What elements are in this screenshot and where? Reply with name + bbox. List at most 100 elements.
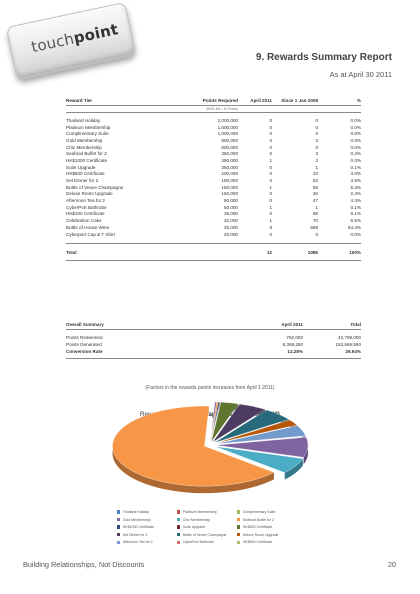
reward-name: Thailand Holiday xyxy=(66,117,101,123)
logo-text-light: touch xyxy=(29,29,76,57)
since-count: 0 xyxy=(315,131,318,137)
summary-row-generated: Points Generated 6,369,250 162,566,590 xyxy=(66,341,361,348)
april-count: 0 xyxy=(269,171,272,177)
points-required: 20,000 xyxy=(223,231,238,237)
since-count: 0 xyxy=(315,231,318,237)
legend-label: Chic Membership xyxy=(182,517,211,522)
summary-row-label: Points Redeemed xyxy=(66,335,103,340)
percent: 0.1% xyxy=(350,204,361,210)
pie-slice xyxy=(215,437,309,458)
legend-swatch xyxy=(237,533,241,537)
points-required: 600,000 xyxy=(221,144,238,150)
april-count: 0 xyxy=(269,211,272,217)
points-required: 2,000,000 xyxy=(217,117,238,123)
legend-swatch xyxy=(177,517,181,522)
legend-label: Platinum Membership xyxy=(182,510,217,514)
header-divider xyxy=(66,105,361,106)
total-label: Total xyxy=(66,249,77,255)
legend-label: Suite Upgrade xyxy=(182,525,206,530)
chart-legend: Thailand Holiday Platinum Membership Compl… xyxy=(117,510,297,544)
april-count: 8 xyxy=(269,224,272,230)
since-count: 3 xyxy=(315,157,318,163)
percent: 3.0% xyxy=(350,171,361,177)
table-row: Celebration Cake 32,000 1 70 6.5% xyxy=(66,217,361,224)
reward-name: HK$500 Certificate xyxy=(66,171,105,177)
table-row: Seafood Buffet for 2 350,000 0 3 0.3% xyxy=(66,150,361,157)
table-row: CyberPort Bathrobe 50,000 1 1 0.1% xyxy=(66,204,361,211)
percent: 0.0% xyxy=(350,144,361,150)
total-bottom-divider xyxy=(66,260,361,262)
legend-swatch xyxy=(177,510,181,514)
legend-item: HK$500 Certificate xyxy=(237,540,297,544)
legend-label: HK$500 Certificate xyxy=(242,540,273,545)
col-header-pct: % xyxy=(356,98,361,103)
percent: 4.3% xyxy=(350,198,361,204)
reward-name: Bottle of House Wine xyxy=(66,224,110,230)
since-count: 33 xyxy=(312,171,318,177)
col-header-april: April 2011 xyxy=(250,98,272,103)
summary-header-total: Total xyxy=(350,321,361,327)
since-count: 70 xyxy=(312,218,318,224)
legend-swatch xyxy=(117,517,121,522)
pie-slice xyxy=(215,436,307,445)
summary-header-row: Overall Summary April 2011 Total xyxy=(66,319,361,329)
legend-label: HK$500 Certificate xyxy=(242,525,273,530)
summary-row-label: Points Generated xyxy=(66,342,102,347)
april-count: 1 xyxy=(269,204,272,210)
legend-label: Thailand Holiday xyxy=(122,510,149,514)
table-row: Cyberport Cap & T Shirt 20,000 0 0 0.0% xyxy=(66,231,361,238)
factors-note: (Factors in the rewards points increases… xyxy=(145,385,275,391)
since-count: 3 xyxy=(315,137,318,143)
col-header-since: Since 1 Jan 2008 xyxy=(281,98,318,103)
percent: 0.3% xyxy=(350,157,361,163)
legend-item: Bottle of Veuve Champagne xyxy=(177,533,237,537)
reward-name: Seafood Buffet for 2 xyxy=(66,151,107,157)
percent: 0.3% xyxy=(350,137,361,143)
report-title: 9. Rewards Summary Report xyxy=(255,52,392,63)
table-row: Suite Upgrade 350,000 0 1 0.1% xyxy=(66,164,361,171)
points-required: 1,000,000 xyxy=(217,131,238,137)
table-total-row: Total 12 1085 100% xyxy=(66,247,361,257)
subheader-divider xyxy=(66,112,361,113)
since-count: 0 xyxy=(315,144,318,150)
points-required: 50,000 xyxy=(223,204,238,210)
points-required: 900,000 xyxy=(221,137,238,143)
points-required: 32,000 xyxy=(223,218,238,224)
points-required: 350,000 xyxy=(221,157,238,163)
points-required: 200,000 xyxy=(221,171,238,177)
pie-slice xyxy=(212,403,266,443)
points-required: 25,000 xyxy=(223,224,238,230)
since-count: 26 xyxy=(312,191,318,197)
points-note: (HK$1 Bill = 10 Points) xyxy=(205,107,238,111)
points-required: 60,000 xyxy=(223,198,238,204)
percent: 4.9% xyxy=(350,178,361,184)
legend-item: Thailand Holiday xyxy=(117,510,177,514)
logo-text-bold: point xyxy=(71,20,120,48)
table-row: Platinum Membership 1,500,000 0 0 0.0% xyxy=(66,124,361,131)
total-divider xyxy=(66,243,361,245)
legend-swatch xyxy=(117,540,121,545)
april-count: 0 xyxy=(269,151,272,157)
pie-slice xyxy=(215,425,306,445)
legend-label: HK$1000 Certificate xyxy=(122,525,155,530)
reward-name: Complimentary Suite xyxy=(66,131,109,137)
legend-item: Afternoon Tea for 2 xyxy=(117,540,177,544)
reward-name: Suite Upgrade xyxy=(66,164,96,170)
legend-label: Complimentary Suite xyxy=(242,510,276,514)
april-count: 0 xyxy=(269,117,272,123)
summary-row-april: 6,369,250 xyxy=(282,342,303,347)
legend-item: Gold Membership xyxy=(117,518,177,522)
percent: 6.5% xyxy=(350,218,361,224)
percent: 0.1% xyxy=(350,164,361,170)
points-required: 350,000 xyxy=(221,151,238,157)
reward-name: Deluxe Room Upgrade xyxy=(66,191,113,197)
legend-swatch xyxy=(177,525,181,529)
legend-label: Deluxe Room Upgrade xyxy=(242,532,279,537)
table-row: Gold Membership 900,000 0 3 0.3% xyxy=(66,137,361,144)
legend-item: Suite Upgrade xyxy=(177,525,237,529)
conversion-april: 12.28% xyxy=(287,349,303,354)
since-count: 0 xyxy=(315,124,318,130)
points-required: 350,000 xyxy=(221,164,238,170)
april-count: 0 xyxy=(269,144,272,150)
april-count: 1 xyxy=(269,218,272,224)
